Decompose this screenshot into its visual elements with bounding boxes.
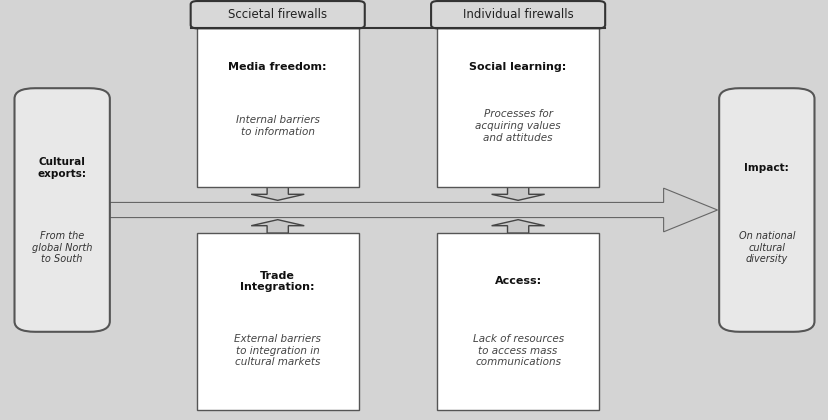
Text: Processes for
acquiring values
and attitudes: Processes for acquiring values and attit… xyxy=(474,109,561,143)
Text: Cultural
exports:: Cultural exports: xyxy=(37,157,87,179)
FancyBboxPatch shape xyxy=(14,88,109,332)
Text: Access:: Access: xyxy=(494,276,541,286)
Polygon shape xyxy=(491,220,544,233)
FancyBboxPatch shape xyxy=(431,1,604,29)
FancyBboxPatch shape xyxy=(197,19,358,187)
Text: Social learning:: Social learning: xyxy=(469,62,566,72)
Text: From the
global North
to South: From the global North to South xyxy=(32,231,92,265)
Text: Lack of resources
to access mass
communications: Lack of resources to access mass communi… xyxy=(472,334,563,368)
Polygon shape xyxy=(109,188,716,232)
FancyBboxPatch shape xyxy=(719,88,813,332)
FancyBboxPatch shape xyxy=(197,233,358,410)
Polygon shape xyxy=(491,187,544,200)
Text: Sccietal firewalls: Sccietal firewalls xyxy=(228,8,327,21)
Text: On national
cultural
diversity: On national cultural diversity xyxy=(738,231,794,265)
Text: External barriers
to integration in
cultural markets: External barriers to integration in cult… xyxy=(234,334,320,368)
Text: Impact:: Impact: xyxy=(744,163,788,173)
Polygon shape xyxy=(251,187,304,200)
Text: Internal barriers
to information: Internal barriers to information xyxy=(235,115,320,137)
Polygon shape xyxy=(251,220,304,233)
Text: Media freedom:: Media freedom: xyxy=(229,62,326,72)
FancyBboxPatch shape xyxy=(190,1,364,29)
Text: Individual firewalls: Individual firewalls xyxy=(462,8,573,21)
Text: Trade
Integration:: Trade Integration: xyxy=(240,270,315,292)
FancyBboxPatch shape xyxy=(437,19,598,187)
FancyBboxPatch shape xyxy=(437,233,598,410)
